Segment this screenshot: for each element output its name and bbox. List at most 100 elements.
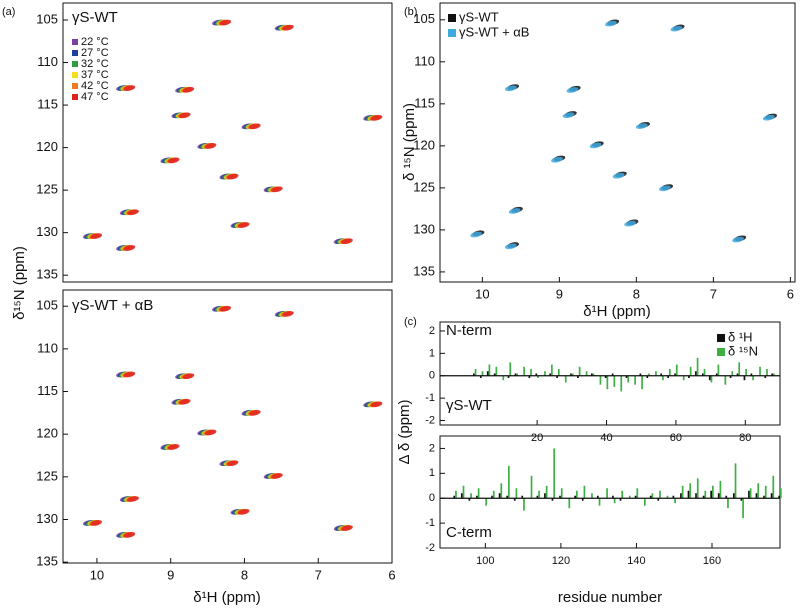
peak <box>470 231 483 238</box>
bar <box>710 375 713 383</box>
peak <box>90 233 103 239</box>
peak <box>504 243 517 250</box>
x-tick-label: 7 <box>315 567 322 582</box>
bar <box>672 495 675 499</box>
bar <box>634 375 636 385</box>
peak <box>562 112 575 119</box>
bar <box>738 362 741 376</box>
y-tick-label: 115 <box>37 97 58 112</box>
bar <box>606 375 609 390</box>
bar <box>759 366 761 376</box>
peak <box>612 172 625 179</box>
bar <box>696 478 699 499</box>
legend-swatch <box>448 14 456 22</box>
bar <box>574 495 576 499</box>
bar <box>536 495 539 499</box>
peak <box>178 398 191 405</box>
bar <box>688 375 690 378</box>
bar <box>644 498 646 506</box>
bar <box>674 373 676 376</box>
bar <box>681 485 684 499</box>
bar <box>553 448 556 499</box>
bar <box>748 490 750 499</box>
bar <box>509 362 512 376</box>
peak <box>370 401 383 408</box>
bar <box>715 373 718 376</box>
y-tick-label: -1 <box>425 517 435 529</box>
y-tick-label: 105 <box>36 11 58 26</box>
bar <box>500 483 503 499</box>
y-tick-label: 125 <box>36 468 58 483</box>
y-tick-label: 135 <box>36 267 58 282</box>
x-tick-label: 100 <box>476 555 494 567</box>
y-tick-label: 0 <box>429 492 435 504</box>
peak <box>271 186 283 193</box>
bar <box>545 485 548 499</box>
bar <box>687 490 690 499</box>
bar <box>479 375 482 378</box>
y-tick-label: 130 <box>413 221 435 236</box>
bar <box>477 488 480 499</box>
peak <box>178 112 191 119</box>
y-tick-label: 110 <box>37 54 58 69</box>
peak <box>624 220 637 227</box>
peak <box>123 245 136 251</box>
x-tick-label: 60 <box>670 432 682 444</box>
bar <box>667 375 669 378</box>
legend-label: 27 °C <box>81 47 109 59</box>
x-axis-label: δ¹H (ppm) <box>193 589 261 606</box>
peak <box>732 236 744 243</box>
bar <box>488 364 491 376</box>
bar <box>598 498 601 506</box>
bar <box>498 493 501 499</box>
x-tick-label: 6 <box>787 286 794 301</box>
bar <box>551 498 554 501</box>
peak <box>237 222 250 228</box>
annotation: γS-WT <box>446 397 492 414</box>
y-tick-label: 120 <box>413 137 435 152</box>
bar <box>460 493 463 499</box>
y-tick-label: 110 <box>414 53 435 68</box>
x-axis-label: residue number <box>558 589 662 606</box>
bar <box>472 373 475 376</box>
legend-label: γS-WT + αB <box>459 24 529 39</box>
bar <box>537 375 539 378</box>
bar <box>592 373 595 376</box>
bar <box>613 375 616 387</box>
bar <box>583 485 586 499</box>
bar <box>576 490 578 499</box>
peak <box>370 114 383 121</box>
x-tick-label: 20 <box>531 432 543 444</box>
peak <box>226 173 239 180</box>
legend-label: 32 °C <box>81 58 109 70</box>
bar <box>689 366 692 376</box>
x-tick-label: 9 <box>556 286 563 301</box>
plot-frame <box>62 289 393 564</box>
bar <box>778 495 780 499</box>
peak <box>504 85 517 92</box>
bar <box>590 373 593 376</box>
bar <box>596 495 599 499</box>
peak <box>670 25 683 32</box>
bar <box>764 485 767 499</box>
bar <box>662 375 664 381</box>
bar <box>674 498 676 504</box>
x-tick-label: 10 <box>90 567 104 582</box>
bar <box>771 373 774 376</box>
y-tick-label: 1 <box>429 467 435 479</box>
bar <box>689 483 692 499</box>
panel-label: (a) <box>2 6 15 18</box>
bar <box>568 498 571 509</box>
bar <box>725 495 728 499</box>
bar <box>491 495 493 499</box>
bar <box>538 490 540 499</box>
bar <box>564 375 567 383</box>
bar <box>551 364 553 376</box>
bar <box>682 375 685 381</box>
bar <box>659 490 661 499</box>
bar <box>668 369 671 376</box>
bar <box>696 357 699 376</box>
bar <box>627 375 630 383</box>
bar <box>657 498 660 501</box>
